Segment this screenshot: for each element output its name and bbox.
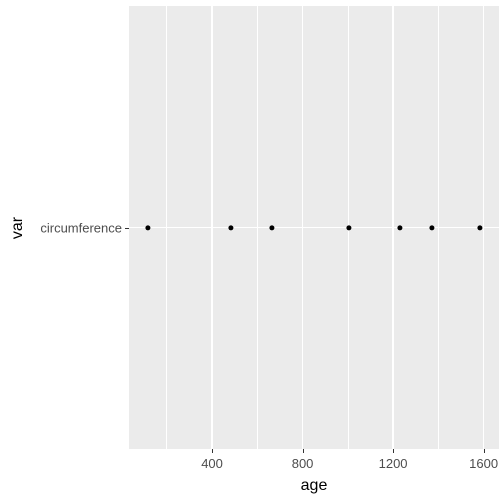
x-tick-label: 1200: [379, 456, 408, 471]
y-tick-mark: [125, 228, 129, 229]
x-tick-mark: [484, 449, 485, 453]
x-tick-mark: [393, 449, 394, 453]
data-point: [477, 225, 482, 230]
x-tick-mark: [303, 449, 304, 453]
data-point: [146, 225, 151, 230]
data-point: [346, 225, 351, 230]
y-axis-title: var: [9, 216, 27, 238]
plot-panel: [129, 6, 499, 449]
y-tick-label: circumference: [40, 220, 122, 235]
x-tick-label: 1600: [469, 456, 498, 471]
x-tick-mark: [212, 449, 213, 453]
data-point: [269, 225, 274, 230]
x-axis-title: age: [301, 477, 328, 495]
grid-major-h: [129, 227, 499, 228]
data-point: [398, 225, 403, 230]
x-tick-label: 400: [201, 456, 223, 471]
scatter-chart: var age 400 800 1200 1600 circumference: [0, 0, 504, 504]
data-point: [228, 225, 233, 230]
x-tick-label: 800: [292, 456, 314, 471]
data-point: [429, 225, 434, 230]
